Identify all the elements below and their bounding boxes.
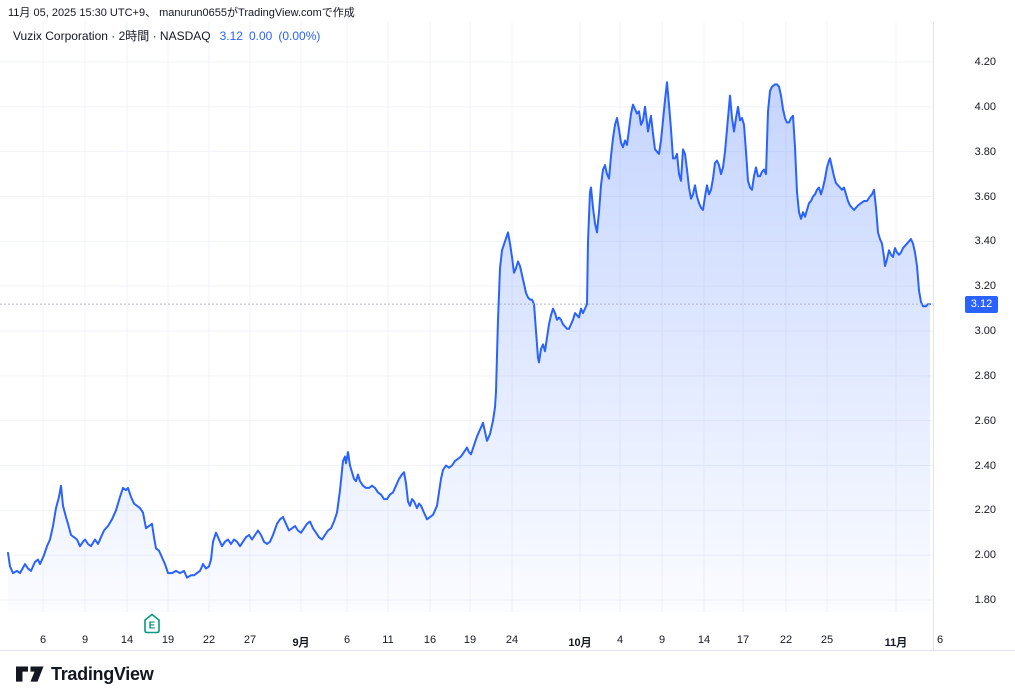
price-axis-label: 3.00: [974, 325, 996, 337]
legend-symbol-title[interactable]: Vuzix Corporation · 2時間 · NASDAQ: [13, 29, 211, 43]
time-axis-label: 11: [382, 634, 394, 646]
legend-values: 3.12 0.00 (0.00%): [220, 29, 327, 43]
time-axis-label: 19: [463, 634, 477, 646]
legend-change-percent: (0.00%): [278, 29, 321, 43]
time-axis-label: 22: [202, 634, 216, 646]
time-axis-label: 24: [505, 634, 519, 646]
legend-change: 0.00: [248, 29, 273, 43]
price-axis-label: 1.80: [974, 594, 996, 606]
tradingview-logo-text: TradingView: [51, 664, 154, 684]
tradingview-logo[interactable]: TradingView: [16, 664, 154, 685]
time-axis-label: 17: [736, 634, 750, 646]
widget-bottom-border: [0, 650, 1015, 651]
price-axis-label: 4.00: [974, 100, 996, 113]
time-axis-label: 14: [697, 634, 711, 646]
price-axis-label: 2.40: [974, 459, 996, 472]
price-axis-label: 3.20: [974, 280, 996, 293]
time-axis-label: 11月: [884, 637, 908, 649]
time-axis-label: 22: [779, 634, 793, 646]
time-axis-label: 6: [343, 634, 351, 646]
current-price-badge: 3.12: [965, 295, 998, 313]
time-axis-label: 9: [81, 634, 89, 646]
price-axis-label: 2.60: [974, 414, 996, 427]
price-axis-separator: [933, 22, 934, 650]
time-axis-label: 9月: [292, 637, 310, 649]
time-axis-label: 27: [243, 634, 257, 646]
time-axis-label: 6: [39, 634, 47, 646]
time-axis-label: 4: [616, 634, 624, 646]
price-axis-label: 2.80: [974, 369, 996, 382]
legend: Vuzix Corporation · 2時間 · NASDAQ 3.12 0.00…: [13, 27, 326, 44]
tradingview-logo-icon: [16, 666, 44, 682]
creation-caption: 11月 05, 2025 15:30 UTC+9、 manurun0655がTr…: [8, 7, 355, 19]
time-axis-label: 9: [658, 634, 666, 646]
earnings-icon: [144, 613, 160, 634]
time-axis-label: 25: [820, 634, 834, 646]
time-axis-label: 14: [120, 634, 134, 646]
time-axis-label: 6: [936, 634, 944, 646]
earnings-marker-label: E: [149, 621, 156, 632]
time-axis-label: 16: [423, 634, 437, 646]
line-series: [7, 81, 931, 579]
price-axis-label: 3.60: [974, 190, 996, 203]
legend-price: 3.12: [219, 29, 243, 43]
earnings-marker[interactable]: E: [141, 611, 163, 637]
area-series-fill: [8, 82, 930, 612]
price-axis-label: 4.20: [974, 56, 996, 68]
time-axis-label: 19: [161, 634, 175, 646]
price-axis-label: 2.20: [974, 504, 996, 517]
price-axis-label: 3.80: [974, 145, 996, 158]
time-axis-label: 10月: [568, 637, 592, 649]
price-axis-label: 3.40: [974, 235, 996, 248]
price-axis-label: 2.00: [974, 549, 996, 562]
